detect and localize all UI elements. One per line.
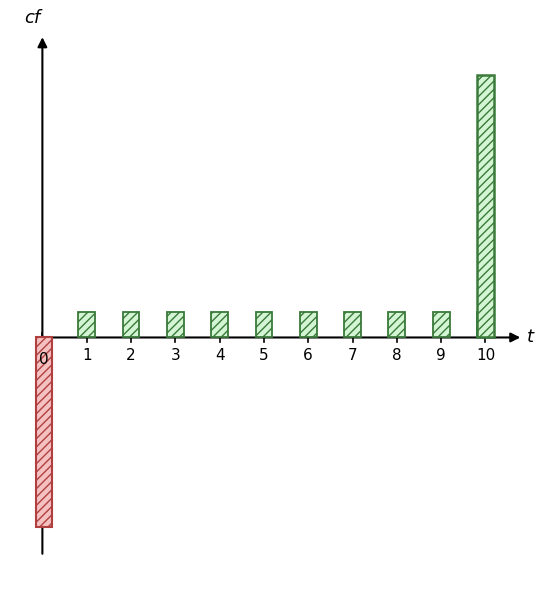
Text: 4: 4 <box>215 349 224 364</box>
Bar <box>36 337 52 527</box>
Text: 0: 0 <box>39 352 49 367</box>
Bar <box>477 74 494 337</box>
Bar <box>256 312 272 337</box>
Text: 5: 5 <box>259 349 269 364</box>
Text: 8: 8 <box>392 349 402 364</box>
Text: 9: 9 <box>436 349 446 364</box>
Bar <box>78 312 95 337</box>
Text: 3: 3 <box>170 349 180 364</box>
Text: 2: 2 <box>126 349 136 364</box>
Text: 6: 6 <box>304 349 313 364</box>
Bar <box>388 312 405 337</box>
Text: 7: 7 <box>348 349 358 364</box>
Bar <box>477 312 494 337</box>
Bar <box>344 312 361 337</box>
Text: 1: 1 <box>82 349 91 364</box>
Bar <box>300 312 317 337</box>
Text: cf: cf <box>24 9 40 27</box>
Bar <box>167 312 184 337</box>
Bar <box>211 312 228 337</box>
Text: 0: 0 <box>37 349 47 364</box>
Text: 10: 10 <box>476 349 495 364</box>
Text: t: t <box>527 328 534 346</box>
Bar <box>433 312 449 337</box>
Bar <box>123 312 139 337</box>
